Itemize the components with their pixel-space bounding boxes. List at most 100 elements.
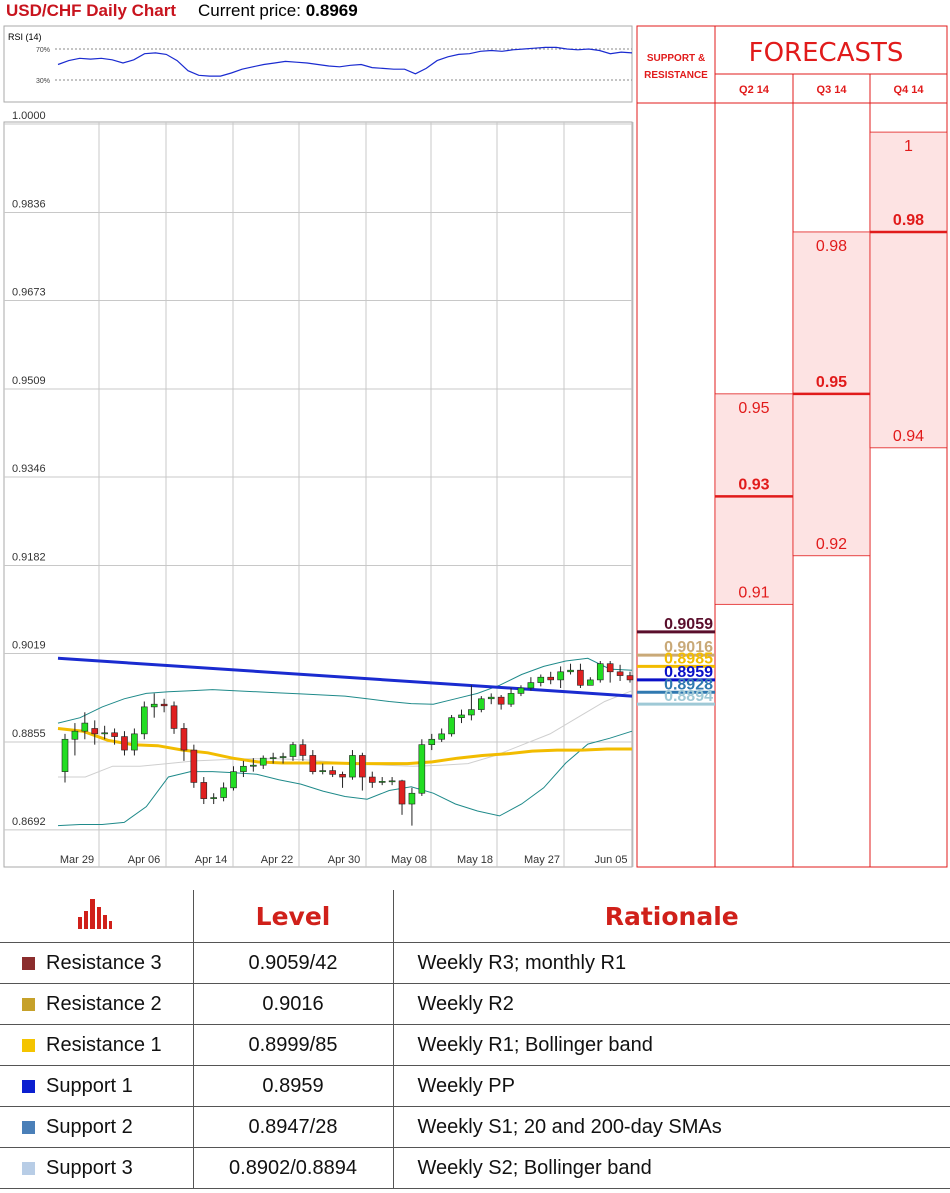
forecast-high: 1 xyxy=(904,138,913,155)
level-name: Support 3 xyxy=(46,1156,133,1179)
level-name-cell: Resistance 2 xyxy=(0,983,194,1025)
candle-body xyxy=(428,738,436,745)
candle-body xyxy=(478,698,485,710)
x-tick-label: Jun 05 xyxy=(594,854,627,866)
x-tick-label: May 08 xyxy=(391,854,427,866)
candle-body xyxy=(418,744,426,794)
quarter-label: Q2 14 xyxy=(739,84,770,96)
rationale-header: Rationale xyxy=(393,890,950,943)
chart-title: USD/CHF Daily Chart xyxy=(6,1,177,20)
forecast-mid: 0.98 xyxy=(893,212,924,229)
rsi-30-label: 30% xyxy=(36,78,50,85)
sma20-line xyxy=(57,727,632,766)
candle-body xyxy=(150,703,158,708)
bar-chart-icon xyxy=(78,899,113,929)
price-label: Current price: xyxy=(198,1,301,20)
x-tick-label: Apr 14 xyxy=(195,854,227,866)
level-name-cell: Support 3 xyxy=(0,1147,194,1189)
candle-body xyxy=(140,706,148,735)
candle-body xyxy=(596,663,604,681)
candle-body xyxy=(487,696,495,700)
level-name: Support 2 xyxy=(46,1115,133,1138)
candle-body xyxy=(61,738,69,772)
y-tick-label: 0.8692 xyxy=(12,816,46,828)
candle-body xyxy=(279,756,287,758)
candle-body xyxy=(230,771,237,789)
candle-body xyxy=(240,765,247,772)
level-name: Resistance 1 xyxy=(46,1033,162,1056)
y-tick-label: 0.9836 xyxy=(12,199,46,211)
bollinger-upper-line xyxy=(57,657,633,724)
level-value: 0.8999/85 xyxy=(193,1024,394,1066)
level-rationale: Weekly S2; Bollinger band xyxy=(393,1147,950,1189)
quarter-label: Q4 14 xyxy=(894,84,925,96)
candle-body xyxy=(269,757,277,759)
candle-body xyxy=(111,732,118,737)
level-value: 0.8902/0.8894 xyxy=(193,1147,394,1189)
quarter-label: Q3 14 xyxy=(817,84,848,96)
candle-body xyxy=(339,774,346,778)
level-name: Resistance 2 xyxy=(46,992,162,1015)
level-color-swatch xyxy=(22,1079,35,1093)
candle-body xyxy=(309,755,317,772)
candle-body xyxy=(329,770,336,775)
sr-header-line1: SUPPORT & xyxy=(647,53,705,64)
price-value: 0.8969 xyxy=(305,1,358,20)
sr-level-label: 0.9059 xyxy=(664,616,713,633)
candles xyxy=(61,661,634,826)
candle-body xyxy=(547,676,555,681)
candle-body xyxy=(468,709,475,716)
grid xyxy=(4,122,634,867)
sr-level-label: 0.9016 xyxy=(664,639,713,656)
candle-body xyxy=(527,682,535,689)
candle-body xyxy=(567,669,574,673)
candle-body xyxy=(557,671,564,681)
table-row: Resistance 2 0.9016 Weekly R2 xyxy=(0,983,950,1025)
sma200-line xyxy=(57,656,633,698)
level-color-swatch xyxy=(22,1120,35,1134)
candle-body xyxy=(319,770,327,772)
candle-body xyxy=(438,733,445,740)
table-row: Support 1 0.8959 Weekly PP xyxy=(0,1065,950,1107)
candle-body xyxy=(626,675,634,681)
y-tick-label: 0.8855 xyxy=(12,728,46,740)
table-row: Support 2 0.8947/28 Weekly S1; 20 and 200-… xyxy=(0,1106,950,1148)
x-tick-label: Mar 29 xyxy=(60,854,94,866)
level-rationale: Weekly R2 xyxy=(393,983,950,1025)
candle-body xyxy=(359,755,366,778)
candle-body xyxy=(71,730,79,740)
candle-body xyxy=(448,717,455,735)
sr-level-label: 0.8959 xyxy=(664,664,713,681)
level-value: 0.9016 xyxy=(193,983,394,1025)
candle-body xyxy=(200,782,208,799)
candle-body xyxy=(606,663,614,673)
candle-body xyxy=(507,693,515,705)
level-rationale: Weekly R1; Bollinger band xyxy=(393,1024,950,1066)
rsi-label: RSI (14) xyxy=(8,32,42,42)
candle-body xyxy=(289,744,297,757)
sr-level-label: 0.8985 xyxy=(664,650,713,667)
candle-body xyxy=(587,679,594,686)
level-name-cell: Resistance 1 xyxy=(0,1024,194,1066)
y-tick-label: 0.9346 xyxy=(12,463,46,475)
forecast-low: 0.94 xyxy=(893,428,924,445)
candle-body xyxy=(577,669,584,686)
level-color-swatch xyxy=(22,1038,35,1052)
level-header: Level xyxy=(193,890,394,943)
forecast-mid: 0.95 xyxy=(816,374,847,391)
x-tick-label: May 27 xyxy=(524,854,560,866)
table-row: Resistance 3 0.9059/42 Weekly R3; monthly … xyxy=(0,942,950,984)
candle-body xyxy=(349,755,356,778)
level-color-swatch xyxy=(22,1161,35,1175)
candle-body xyxy=(458,714,465,718)
bollinger-lower-line xyxy=(57,730,633,827)
bollinger-bands xyxy=(57,656,633,827)
candle-body xyxy=(497,696,505,705)
sr-header-line2: RESISTANCE xyxy=(644,70,708,81)
y-tick-label: 1.0000 xyxy=(12,110,46,122)
candle-body xyxy=(91,728,99,735)
price-panel xyxy=(3,121,633,868)
candle-body xyxy=(259,757,267,766)
forecast-low: 0.92 xyxy=(816,536,847,553)
chart-svg: RSI (14) 70% 30% 1.00000.98360.96730.950… xyxy=(3,25,948,868)
